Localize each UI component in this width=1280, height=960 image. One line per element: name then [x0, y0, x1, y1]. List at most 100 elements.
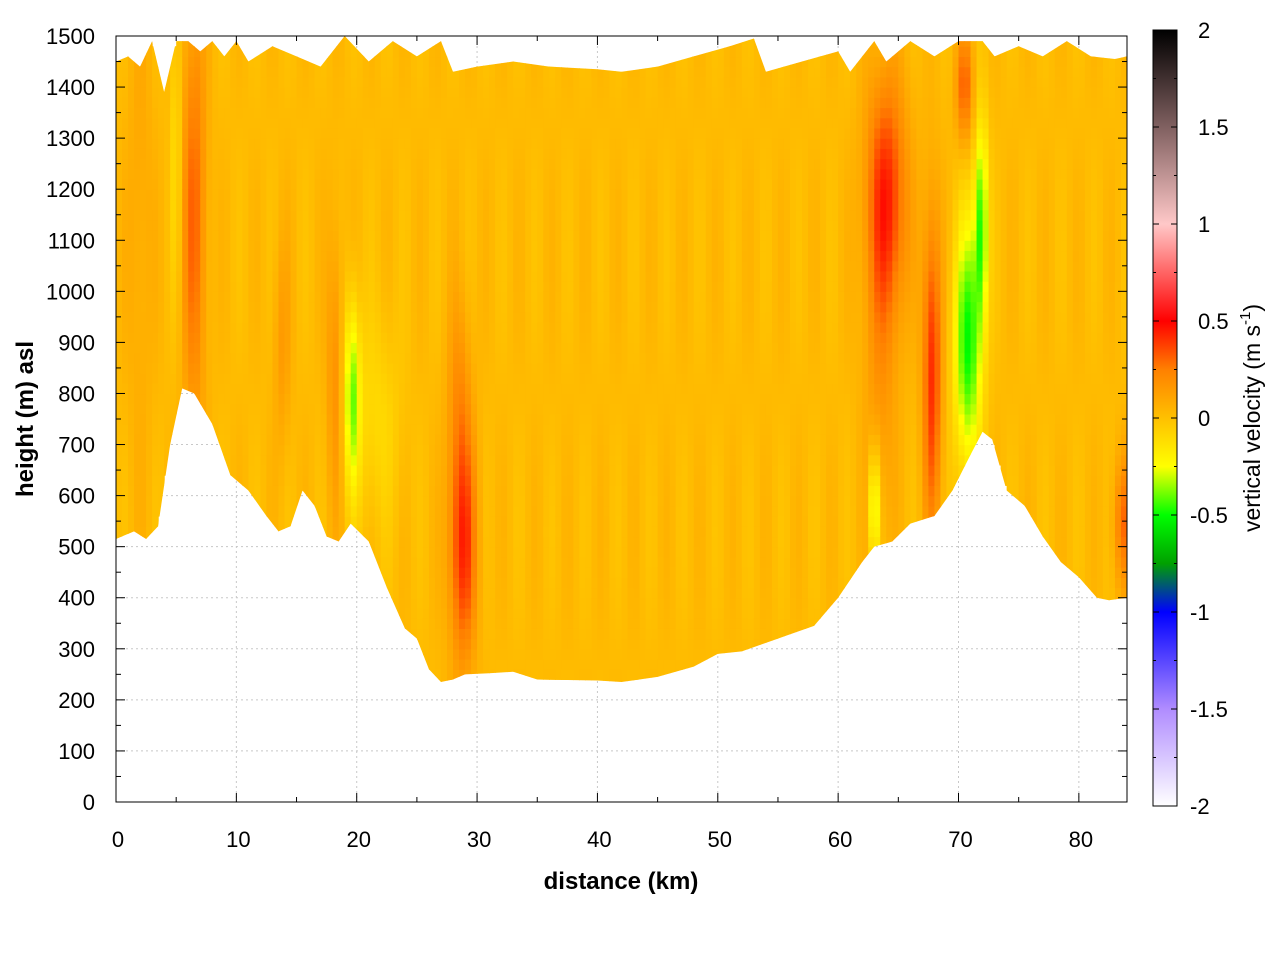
heatmap-cell: [579, 281, 586, 292]
heatmap-cell: [495, 158, 502, 170]
heatmap-cell: [477, 444, 484, 456]
heatmap-cell: [266, 270, 274, 282]
heatmap-cell: [627, 311, 635, 323]
heatmap-cell: [206, 301, 213, 313]
heatmap-cell: [266, 168, 274, 180]
heatmap-cell: [434, 597, 442, 609]
heatmap-cell: [314, 495, 322, 507]
heatmap-cell: [326, 66, 334, 78]
heatmap-cell: [615, 352, 623, 364]
heatmap-cell: [627, 270, 635, 282]
heatmap-cell: [657, 301, 665, 313]
heatmap-cell: [579, 628, 586, 640]
heatmap-cell: [501, 556, 508, 568]
heatmap-cell: [483, 587, 490, 599]
heatmap-cell: [314, 485, 322, 497]
heatmap-cell: [122, 332, 129, 343]
heatmap-cell: [356, 148, 364, 160]
heatmap-cell: [537, 495, 544, 507]
heatmap-cell: [519, 659, 526, 670]
heatmap-cell: [290, 189, 298, 201]
heatmap-cell: [549, 659, 556, 670]
heatmap-cell: [380, 485, 388, 497]
heatmap-cell: [146, 117, 153, 129]
heatmap-cell: [477, 362, 484, 374]
heatmap-cell: [549, 281, 556, 292]
heatmap-cell: [146, 403, 153, 415]
heatmap-cell: [573, 373, 580, 384]
heatmap-cell: [368, 311, 376, 323]
heatmap-cell: [344, 321, 352, 333]
heatmap-cell: [633, 260, 641, 272]
heatmap-cell: [176, 158, 183, 170]
heatmap-cell: [254, 66, 262, 78]
heatmap-cell: [573, 332, 580, 343]
heatmap-cell: [579, 505, 586, 517]
heatmap-cell: [489, 352, 496, 364]
heatmap-cell: [513, 270, 520, 282]
heatmap-cell: [543, 189, 550, 201]
heatmap-cell: [326, 209, 334, 221]
heatmap-cell: [446, 219, 454, 231]
heatmap-cell: [290, 434, 298, 446]
heatmap-cell: [639, 454, 647, 466]
heatmap-cell: [573, 230, 580, 241]
heatmap-cell: [410, 546, 418, 558]
heatmap-cell: [591, 189, 599, 201]
heatmap-cell: [633, 505, 641, 517]
heatmap-cell: [507, 240, 514, 252]
heatmap-cell: [525, 495, 532, 507]
heatmap-cell: [218, 270, 225, 282]
heatmap-cell: [669, 444, 677, 456]
heatmap-cell: [471, 516, 478, 527]
heatmap-cell: [374, 352, 382, 364]
heatmap-cell: [519, 321, 526, 333]
heatmap-cell: [392, 209, 400, 221]
heatmap-cell: [230, 270, 237, 282]
heatmap-cell: [428, 46, 436, 58]
heatmap-cell: [326, 219, 334, 231]
heatmap-cell: [242, 383, 249, 395]
heatmap-cell: [176, 301, 183, 313]
heatmap-cell: [248, 373, 256, 384]
heatmap-cell: [651, 669, 659, 681]
heatmap-cell: [410, 342, 418, 354]
heatmap-cell: [483, 270, 490, 282]
heatmap-cell: [513, 362, 520, 374]
heatmap-cell: [338, 413, 346, 425]
heatmap-cell: [519, 373, 526, 384]
heatmap-cell: [242, 393, 249, 405]
heatmap-cell: [224, 362, 231, 374]
heatmap-cell: [362, 76, 370, 88]
heatmap-cell: [543, 321, 550, 333]
heatmap-cell: [507, 148, 514, 160]
heatmap-cell: [428, 66, 436, 78]
heatmap-cell: [645, 546, 653, 558]
heatmap-cell: [302, 260, 310, 272]
heatmap-cell: [116, 495, 123, 507]
heatmap-cell: [290, 66, 298, 78]
heatmap-cell: [218, 291, 225, 303]
heatmap-cell: [152, 209, 159, 221]
heatmap-cell: [404, 342, 412, 354]
heatmap-cell: [434, 587, 442, 599]
heatmap-cell: [615, 475, 623, 486]
heatmap-cell: [146, 107, 153, 119]
heatmap-cell: [236, 127, 243, 139]
heatmap-cell: [519, 556, 526, 568]
heatmap-cell: [116, 352, 123, 364]
heatmap-cell: [627, 556, 635, 568]
heatmap-cell: [146, 434, 153, 446]
heatmap-cell: [459, 454, 466, 466]
heatmap-cell: [446, 628, 454, 640]
heatmap-cell: [434, 301, 442, 313]
heatmap-cell: [459, 587, 466, 599]
heatmap-cell: [639, 556, 647, 568]
heatmap-cell: [567, 87, 574, 98]
heatmap-cell: [410, 464, 418, 476]
heatmap-cell: [146, 270, 153, 282]
heatmap-cell: [615, 526, 623, 538]
heatmap-cell: [489, 659, 496, 670]
heatmap-cell: [242, 209, 249, 221]
heatmap-cell: [236, 260, 243, 272]
